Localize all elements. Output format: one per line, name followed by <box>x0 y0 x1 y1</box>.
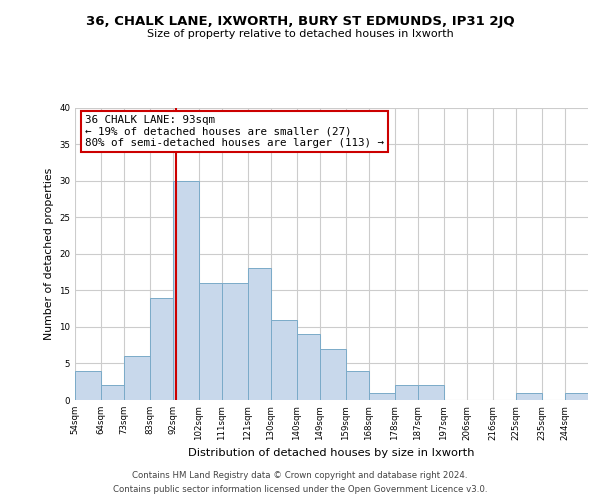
Text: Contains HM Land Registry data © Crown copyright and database right 2024.: Contains HM Land Registry data © Crown c… <box>132 472 468 480</box>
Text: Size of property relative to detached houses in Ixworth: Size of property relative to detached ho… <box>146 29 454 39</box>
Bar <box>199 283 222 400</box>
X-axis label: Distribution of detached houses by size in Ixworth: Distribution of detached houses by size … <box>188 448 475 458</box>
Bar <box>150 298 173 400</box>
Bar <box>222 283 248 400</box>
Text: 36 CHALK LANE: 93sqm
← 19% of detached houses are smaller (27)
80% of semi-detac: 36 CHALK LANE: 93sqm ← 19% of detached h… <box>85 115 384 148</box>
Bar <box>565 392 588 400</box>
Bar <box>346 371 369 400</box>
Bar <box>173 180 199 400</box>
Bar <box>248 268 271 400</box>
Bar <box>369 392 395 400</box>
Bar <box>124 356 150 400</box>
Text: Contains public sector information licensed under the Open Government Licence v3: Contains public sector information licen… <box>113 484 487 494</box>
Y-axis label: Number of detached properties: Number of detached properties <box>44 168 53 340</box>
Bar <box>271 320 296 400</box>
Bar <box>516 392 542 400</box>
Bar <box>101 386 124 400</box>
Bar <box>395 386 418 400</box>
Bar <box>296 334 320 400</box>
Text: 36, CHALK LANE, IXWORTH, BURY ST EDMUNDS, IP31 2JQ: 36, CHALK LANE, IXWORTH, BURY ST EDMUNDS… <box>86 15 514 28</box>
Bar <box>418 386 443 400</box>
Bar <box>75 371 101 400</box>
Bar <box>320 349 346 400</box>
